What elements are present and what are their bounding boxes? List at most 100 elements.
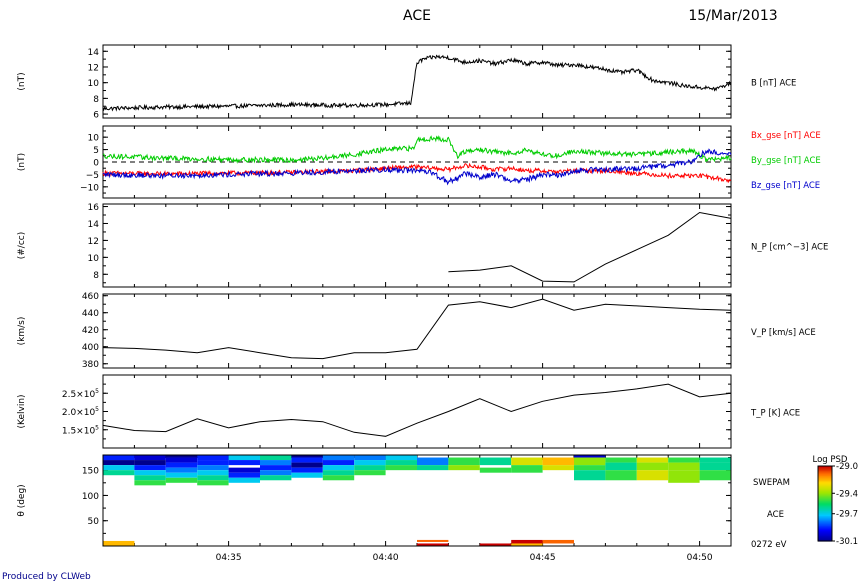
colorbar-segment [818,471,832,473]
figure-date: 15/Mar/2013 [688,8,777,24]
right-label: SWEPAM [753,478,790,488]
heatmap-cell [165,467,198,473]
heatmap-cell [165,457,198,463]
colorbar-segment [818,522,832,525]
colorbar-segment [818,529,832,532]
colorbar-segment [818,503,832,506]
colorbar-segment [818,469,832,472]
y-tick-label: 1.5×105 [62,424,99,436]
right-label: T_P [K] ACE [750,409,800,419]
colorbar-segment [818,493,832,496]
colorbar-segment [818,537,832,540]
y-tick-label: −5 [86,171,99,181]
heatmap-cell [605,462,637,471]
heatmap-cell [574,457,606,466]
panel-VP: 380 400 420 440 460 (km/s) V_P [km/s] ACE [17,292,816,370]
heatmap-cell [354,455,386,461]
colorbar-segment [818,466,832,468]
colorbar-segment [818,479,832,482]
y-tick-label: 12 [88,237,99,247]
colorbar-segment [818,484,832,487]
heatmap-cell [574,455,606,458]
colorbar-segment [818,517,832,520]
heatmap-cell [228,472,260,478]
series-line-NP [448,211,732,283]
heatmap-cell [668,470,700,483]
x-tick-label: 04:35 [216,553,242,563]
y-tick-label: 8 [93,95,99,105]
heatmap-cell [322,455,355,461]
panel-B: 6 8 10 12 14 (nT) B [nT] ACE [17,44,796,121]
heatmap-cell [542,457,574,466]
colorbar-segment [818,536,832,538]
heatmap-cell [165,472,198,478]
y-tick-label: 380 [82,360,99,370]
colorbar-segment [818,487,832,490]
heatmap-cell [322,460,355,466]
y-tick-label: 460 [82,292,99,302]
heatmap-cell [511,543,543,546]
heatmap-cell [448,465,480,471]
colorbar-segment [818,486,832,488]
y-tick-label: 14 [88,220,100,230]
heatmap-cell [228,477,260,483]
y-tick-label: 5 [93,146,99,156]
colorbar-segment [818,494,832,497]
figure-title: ACE [403,8,431,24]
y-tick-exponent: 5 [95,388,99,395]
y-tick-exponent: 5 [95,424,99,431]
heatmap-cell [134,475,166,481]
colorbar-segment [818,492,832,495]
heatmap-cell [354,470,386,476]
heatmap-cell [103,455,135,461]
colorbar-segment [818,514,832,517]
colorbar-segment [818,498,832,501]
heatmap-cell [354,465,386,471]
heatmap-cell [479,457,512,466]
y-tick-label: 150 [82,467,99,477]
colorbar-segment [818,489,832,492]
heatmap-cell [165,462,198,468]
colorbar-tick-label: -29.7 [836,510,858,520]
heatmap-cell [103,465,135,471]
panel-frame [102,374,732,449]
heatmap-cell [260,460,292,466]
heatmap-cell [260,475,292,481]
heatmap-cell [228,455,260,461]
colorbar-segment [818,502,832,505]
colorbar-segment [818,482,832,485]
heatmap-cell [291,462,323,468]
heatmap-cell [291,467,323,473]
series-line-By_gse [nT] ACE [102,135,732,164]
series-line-TP [102,383,732,437]
colorbar-segment [818,476,832,478]
heatmap-cell [197,480,229,486]
y-axis-label: (#/cc) [17,232,27,260]
colorbar-segment [818,526,832,528]
heatmap-cell [479,543,512,546]
heatmap-cell [636,470,669,481]
heatmap-cell [542,539,574,544]
y-tick-label: 2.5×105 [62,388,99,400]
heatmap-cell [103,470,135,476]
heatmap-cell [448,457,480,466]
colorbar-title: Log PSD [813,455,848,465]
series-line-B [102,54,732,112]
heatmap-cell [385,465,417,471]
y-axis-label: (km/s) [17,317,27,346]
heatmap-cell [699,457,731,463]
heatmap-cell [574,470,606,481]
heatmap-cell [134,460,166,466]
colorbar-segment [818,523,832,526]
heatmap-cell [260,465,292,471]
heatmap-cell [542,465,574,471]
colorbar-segment [818,481,832,483]
series-line-VP [102,298,732,360]
y-tick-label: 12 [88,63,99,73]
heatmap-cell [417,539,449,542]
heatmap-cell [322,470,355,476]
heatmap-cell [322,475,355,481]
colorbar-segment [818,532,832,535]
heatmap-cell [228,460,260,466]
y-tick-label: 14 [88,48,100,58]
